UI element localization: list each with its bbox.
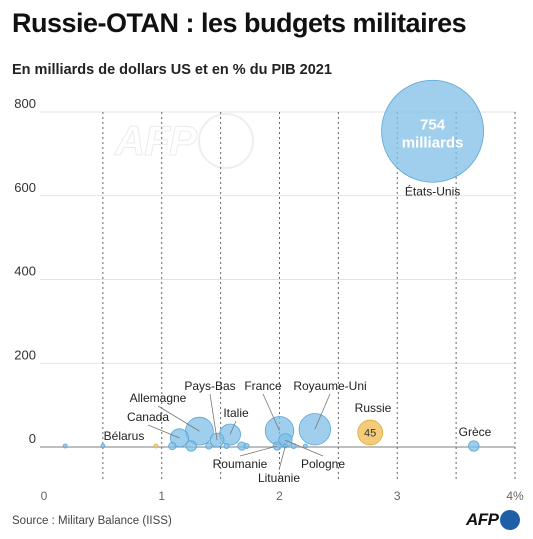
- bubble: [303, 443, 308, 449]
- bubble: [243, 442, 250, 450]
- bubble: [185, 440, 197, 452]
- bubble-value-label: 45: [364, 428, 376, 440]
- x-tick-label: 3: [394, 489, 401, 503]
- point-label: Pologne: [301, 457, 345, 471]
- leader-line: [209, 393, 218, 441]
- point-label: Lituanie: [258, 471, 300, 485]
- y-tick-label: 600: [14, 180, 36, 195]
- y-tick-label: 200: [14, 347, 36, 362]
- leader-line: [285, 439, 324, 457]
- y-tick-label: 0: [29, 431, 36, 446]
- y-tick-label: 800: [14, 96, 36, 111]
- bubble: [168, 441, 177, 451]
- point-label: Pays-Bas: [184, 379, 235, 393]
- leader-line: [147, 424, 180, 439]
- x-tick-label: 0: [41, 489, 48, 503]
- leader-line: [157, 405, 200, 432]
- leader-line: [239, 445, 278, 457]
- bubble-grèce: [468, 440, 480, 452]
- bubble: [100, 443, 106, 449]
- bubble-value-label: 754: [420, 116, 446, 133]
- point-label: Italie: [223, 406, 249, 420]
- point-label: Royaume-Uni: [293, 379, 366, 393]
- bubble: [223, 442, 230, 450]
- leader-line: [314, 393, 331, 430]
- x-tick-label: 4%: [506, 489, 524, 503]
- point-label: Canada: [127, 410, 169, 424]
- bubble-bélarus: [153, 443, 159, 449]
- watermark-text: AFP: [115, 117, 198, 165]
- x-tick-label: 2: [276, 489, 283, 503]
- leader-line: [229, 420, 237, 435]
- point-label: Roumanie: [213, 457, 268, 471]
- bubble-russie: [357, 419, 384, 446]
- y-tick-label: 400: [14, 264, 36, 279]
- afp-logo-text: AFP: [466, 510, 499, 529]
- afp-logo: AFP: [466, 510, 520, 530]
- bubble: [205, 442, 213, 450]
- x-tick-label: 1: [158, 489, 165, 503]
- leader-line: [262, 393, 280, 431]
- afp-logo-dot-icon: [499, 510, 520, 530]
- afp-watermark: AFP: [115, 113, 254, 169]
- source-note: Source : Military Balance (IISS): [12, 515, 172, 527]
- bubble: [62, 443, 68, 449]
- watermark-circle-icon: [198, 113, 254, 169]
- bubble-états-unis: [381, 79, 484, 183]
- point-label: Bélarus: [104, 429, 145, 443]
- chart-title: Russie-OTAN : les budgets militaires: [12, 8, 467, 38]
- point-label: Russie: [355, 401, 392, 415]
- point-label: Allemagne: [130, 391, 187, 405]
- leader-line: [278, 445, 286, 471]
- point-label: Grèce: [459, 425, 492, 439]
- chart-subtitle: En milliards de dollars US et en % du PI…: [12, 62, 332, 78]
- bubble-value-label: milliards: [402, 134, 464, 151]
- point-label: États-Unis: [405, 183, 460, 198]
- point-label: France: [244, 379, 282, 393]
